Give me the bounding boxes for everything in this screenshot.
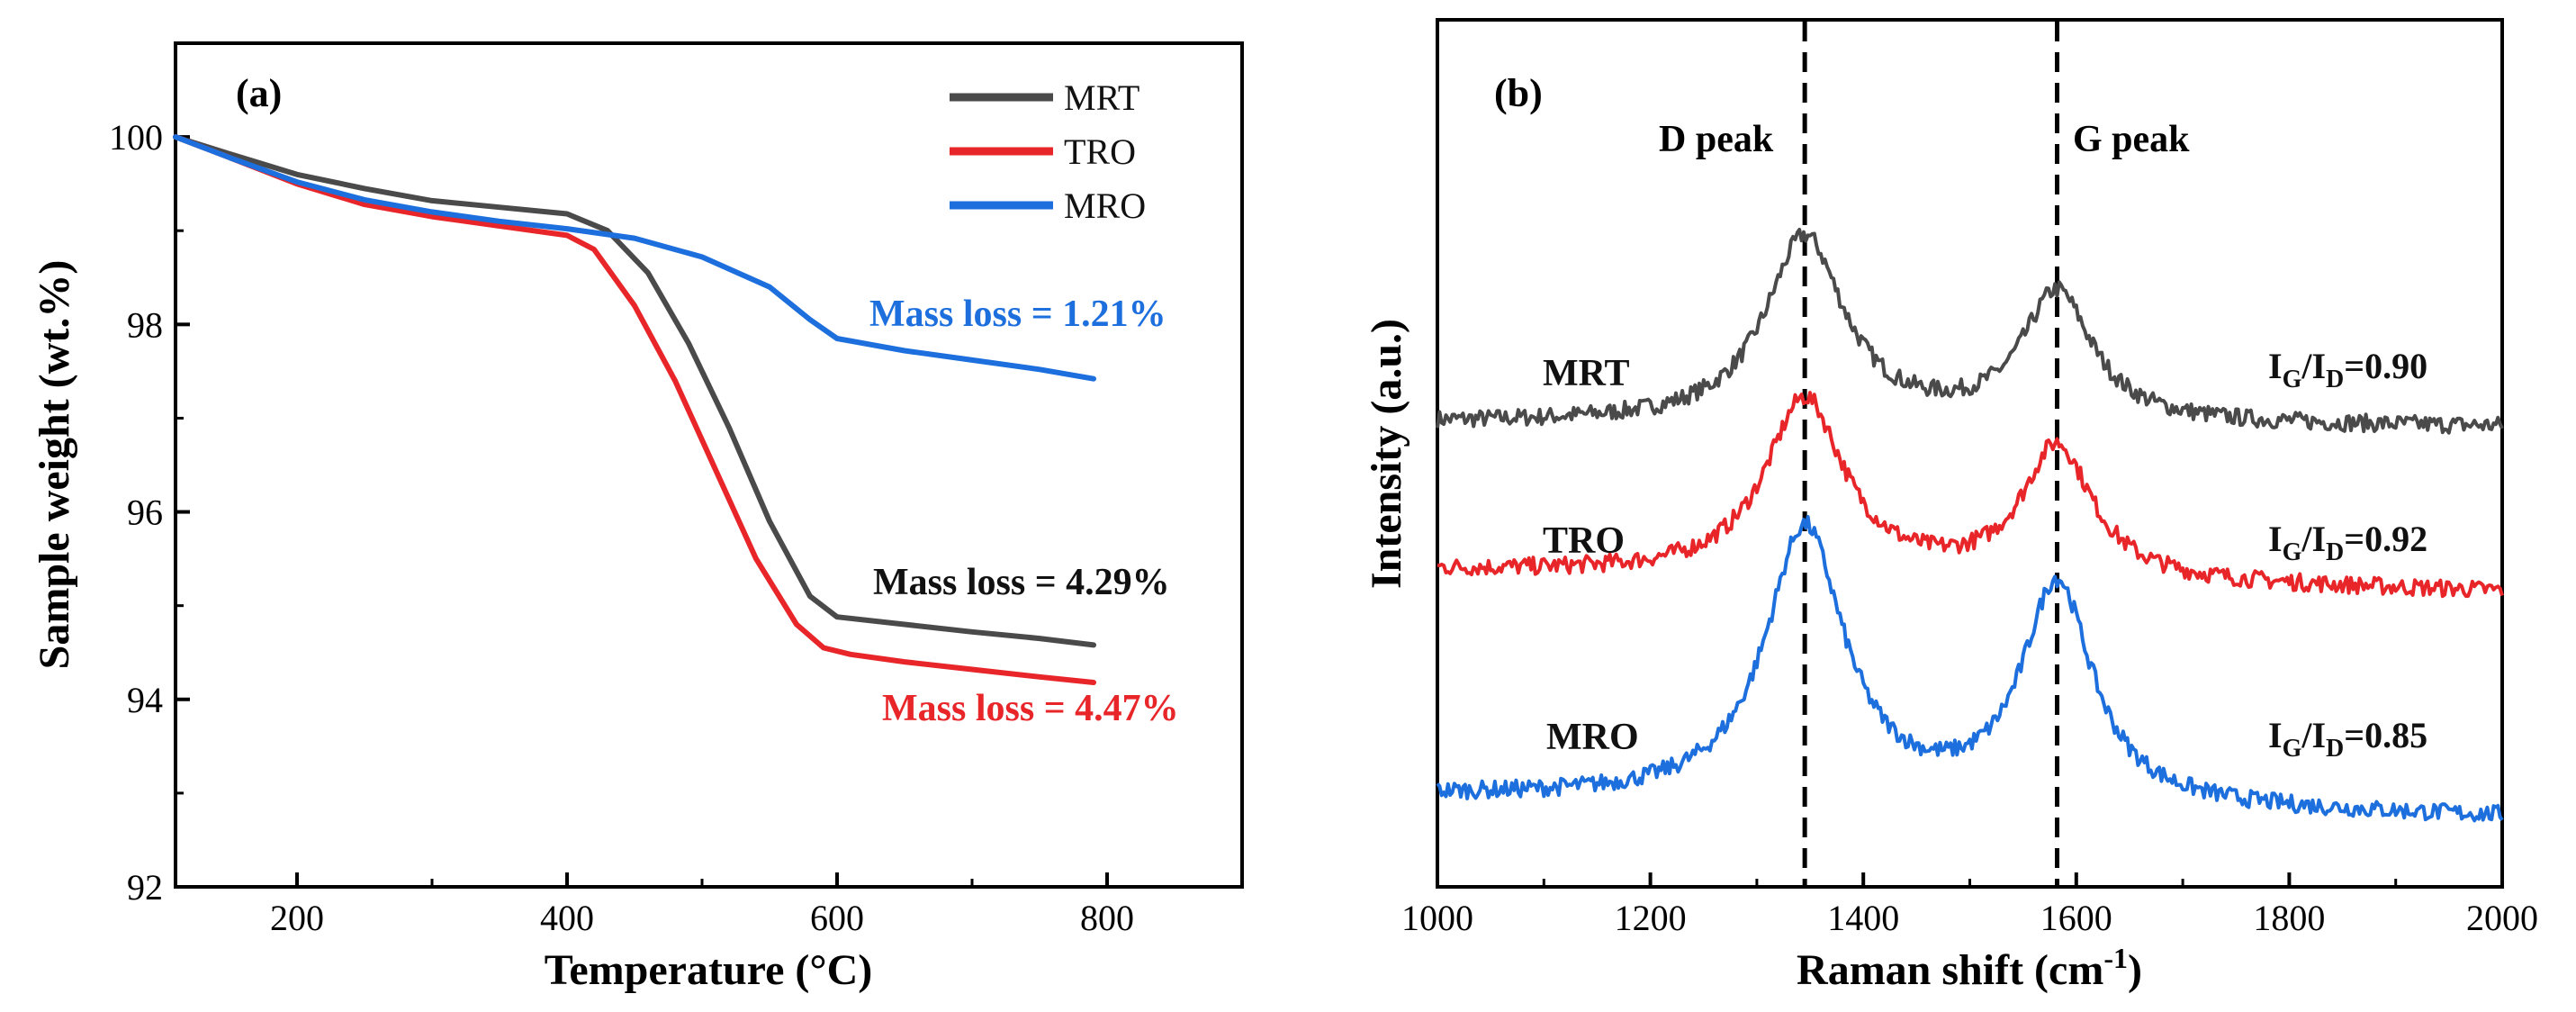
- y-tick-label: 96: [127, 492, 163, 533]
- panel-b-peak-lines: [1802, 22, 2060, 885]
- g-peak-label: G peak: [2073, 119, 2190, 160]
- x-tick-label: 400: [540, 898, 594, 938]
- x-tick-label: 200: [270, 898, 324, 938]
- legend-label-tro: TRO: [1064, 131, 1136, 172]
- x-tick-label: 1400: [1827, 898, 1899, 938]
- panel-a-y-ticks: 92 94 96 98 100: [109, 41, 190, 908]
- ratio-label-tro: IG/ID=0.92: [2268, 519, 2427, 566]
- y-tick-label: 94: [127, 680, 163, 720]
- panel-a-x-ticks: 200 400 600 800: [270, 872, 1244, 938]
- x-tick-label: 600: [810, 898, 864, 938]
- legend-label-mrt: MRT: [1064, 77, 1139, 118]
- panel-b-x-axis-label: Raman shift (cm-1): [1797, 942, 2142, 994]
- series-line-mro: [173, 134, 1096, 382]
- panel-b-label: (b): [1494, 71, 1543, 115]
- annotation-mass-loss-mro: Mass loss = 1.21%: [869, 294, 1166, 335]
- x-tick-label: 1600: [2040, 898, 2112, 938]
- panel-a: 200 400 600 800 92 94 96 98 100 (a) MRT TRO MRO…: [31, 41, 1244, 994]
- panel-a-axes-frame: [174, 41, 1244, 889]
- annotation-mass-loss-tro: Mass loss = 4.47%: [882, 688, 1179, 729]
- series-label-mrt: MRT: [1543, 353, 1630, 394]
- panel-b-series: [1436, 228, 2504, 823]
- y-tick-label: 98: [127, 304, 163, 345]
- panel-a-y-axis-label: Sample weight (wt.%): [31, 260, 78, 670]
- x-tick-label: 800: [1080, 898, 1134, 938]
- x-tick-label: 2000: [2466, 898, 2538, 938]
- series-label-tro: TRO: [1543, 520, 1625, 562]
- spectrum-line-mro: [1436, 515, 2504, 823]
- ratio-label-mrt: IG/ID=0.90: [2268, 346, 2427, 393]
- d-peak-label: D peak: [1659, 119, 1774, 160]
- series-line-tro: [173, 134, 1096, 685]
- x-tick-label: 1800: [2253, 898, 2325, 938]
- x-tick-label: 1200: [1615, 898, 1687, 938]
- y-tick-label: 92: [127, 867, 163, 908]
- panel-a-label: (a): [236, 71, 282, 115]
- annotation-mass-loss-mrt: Mass loss = 4.29%: [873, 562, 1170, 603]
- series-label-mro: MRO: [1546, 717, 1639, 758]
- panel-b-y-axis-label: Intensity (a.u.): [1363, 319, 1410, 589]
- spectrum-line-tro: [1437, 391, 2504, 599]
- legend-label-mro: MRO: [1064, 185, 1146, 226]
- y-tick-label: 100: [109, 117, 163, 158]
- ratio-label-mro: IG/ID=0.85: [2268, 715, 2427, 763]
- panel-a-legend: MRT TRO MRO: [950, 77, 1146, 226]
- panel-a-series: [173, 134, 1096, 685]
- series-line-mrt: [173, 134, 1096, 648]
- panel-b: 1000 1200 1400 1600 1800 2000 (b) D peak G pe…: [1363, 18, 2538, 994]
- x-tick-label: 1000: [1401, 898, 1473, 938]
- panel-b-x-ticks: 1000 1200 1400 1600 1800 2000: [1401, 872, 2538, 938]
- panel-a-x-axis-label: Temperature (°C): [545, 946, 872, 994]
- spectrum-line-mrt: [1436, 228, 2504, 435]
